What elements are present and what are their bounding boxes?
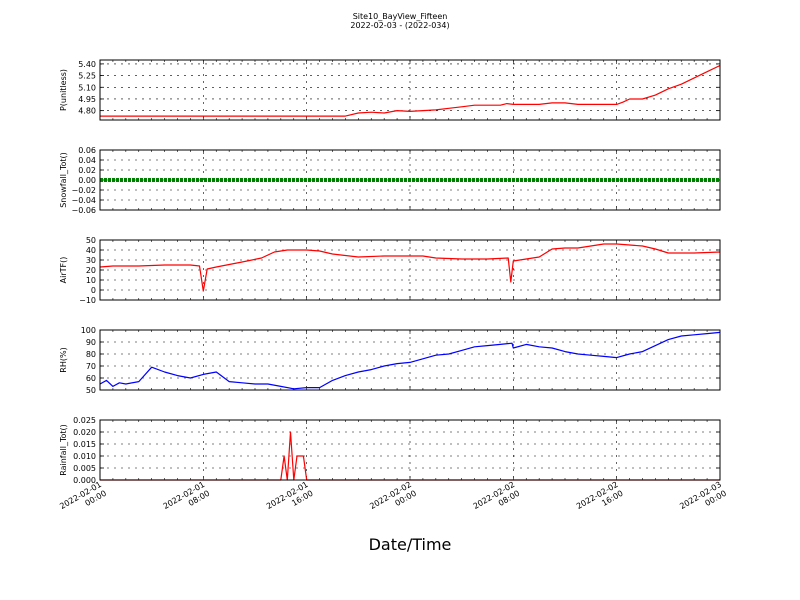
y-tick-label: 0.04 [78, 156, 96, 165]
y-tick-label: 5.40 [78, 60, 96, 69]
y-tick-label: 4.80 [78, 107, 96, 116]
axes-frame [99, 149, 721, 211]
y-tick-label: 0 [91, 286, 96, 295]
y-tick-label: 0.015 [73, 440, 96, 449]
subplot-1: 5.40 5.25 5.10 4.95 4.80 P(unitless) [59, 59, 721, 121]
y-tick-label: 60 [86, 374, 96, 383]
y-tick-label: 50 [86, 386, 96, 395]
y-tick-label: 0.06 [78, 146, 96, 155]
subplot-4: 100 90 80 70 60 50 RH(%) [59, 326, 721, 395]
y-tick-label: 0.025 [73, 416, 96, 425]
y-tick-label: −0.06 [71, 206, 96, 215]
y-tick-label: 80 [86, 350, 96, 359]
y-axis-label: AirTF() [59, 257, 68, 284]
y-tick-label: 0.005 [73, 464, 96, 473]
y-tick-label: 40 [86, 246, 96, 255]
figure-subtitle: 2022-02-03 - (2022-034) [350, 21, 449, 30]
y-tick-label: 10 [86, 276, 96, 285]
y-tick-label: 0.00 [78, 176, 96, 185]
subplot-2: 0.060.040.020.00−0.02−0.04−0.06Snowfall_… [59, 146, 721, 215]
y-axis-label: Snowfall_Tot() [59, 152, 68, 208]
series-line [99, 243, 721, 292]
y-tick-label: 90 [86, 338, 96, 347]
y-tick-label: 0.02 [78, 166, 96, 175]
y-tick-label: 20 [86, 266, 96, 275]
axes-frame [99, 329, 721, 391]
y-axis-label: RH(%) [59, 347, 68, 372]
y-tick-label: 50 [86, 236, 96, 245]
y-tick-label: −10 [79, 296, 96, 305]
axes-frame [99, 59, 721, 121]
y-axis-label: P(unitless) [59, 69, 68, 111]
y-axis-label: Rainfall_Tot() [59, 424, 68, 476]
y-tick-label: 100 [81, 326, 96, 335]
y-tick-label: 5.25 [78, 72, 96, 81]
series-line [99, 331, 721, 390]
figure-title: Site10_BayView_Fifteen [353, 12, 448, 21]
axes-frame [99, 419, 721, 481]
y-tick-label: 0.000 [73, 476, 96, 485]
y-tick-label: 0.010 [73, 452, 96, 461]
y-tick-label: −0.04 [71, 196, 96, 205]
y-tick-label: 4.95 [78, 95, 96, 104]
y-tick-label: −0.02 [71, 186, 96, 195]
y-tick-label: 70 [86, 362, 96, 371]
y-tick-label: 30 [86, 256, 96, 265]
series-line [100, 64, 721, 117]
y-tick-label: 5.10 [78, 83, 96, 92]
axes-frame [99, 239, 721, 301]
x-axis-label: Date/Time [369, 535, 452, 554]
subplot-5: 0.025 0.020 0.015 0.010 0.005 0.000 Rainfall_T… [59, 416, 721, 485]
subplots: 5.405.255.104.954.80P(unitless)0.060.040… [59, 59, 721, 485]
y-tick-label: 0.020 [73, 428, 96, 437]
